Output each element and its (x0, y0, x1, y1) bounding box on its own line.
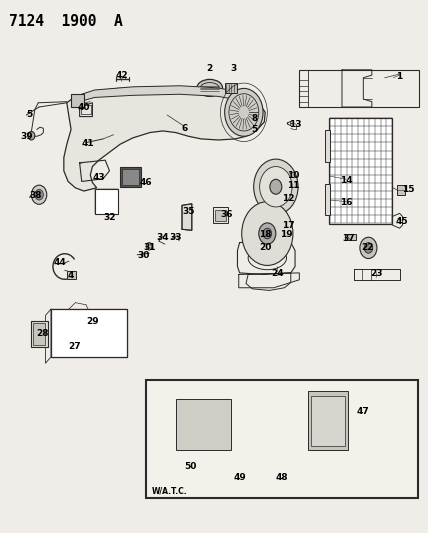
Text: 22: 22 (361, 244, 374, 253)
Text: 44: 44 (54, 259, 67, 267)
Bar (329, 118, 392, 224)
Text: 8: 8 (251, 114, 258, 123)
Text: 10: 10 (287, 171, 299, 180)
Text: 19: 19 (280, 230, 293, 239)
Bar (308, 391, 348, 450)
Bar (186, 437, 192, 446)
Circle shape (263, 228, 272, 239)
Bar (146, 379, 418, 498)
Bar (95, 189, 118, 214)
Text: 6: 6 (181, 124, 187, 133)
Text: 39: 39 (20, 132, 33, 141)
Text: 5: 5 (251, 125, 258, 134)
Text: W/A.T.C.: W/A.T.C. (152, 486, 188, 495)
Text: 14: 14 (340, 176, 353, 185)
Bar (71, 94, 84, 107)
Text: 47: 47 (356, 407, 369, 416)
Bar (325, 183, 330, 215)
Bar (213, 207, 228, 223)
Bar (345, 233, 356, 240)
Text: 1: 1 (396, 71, 403, 80)
Text: 4: 4 (68, 271, 74, 279)
Bar (193, 437, 199, 446)
Circle shape (360, 237, 377, 259)
Bar (179, 410, 215, 434)
Bar (201, 437, 206, 446)
Text: 45: 45 (395, 217, 408, 226)
Text: 37: 37 (342, 234, 355, 243)
Text: 24: 24 (272, 269, 284, 278)
Text: 38: 38 (30, 191, 42, 200)
Bar (311, 395, 345, 446)
Text: 42: 42 (116, 70, 128, 79)
Text: 34: 34 (157, 233, 169, 242)
Bar (397, 184, 405, 195)
Polygon shape (182, 204, 192, 230)
Text: 33: 33 (169, 233, 182, 242)
Bar (325, 131, 330, 163)
Bar (155, 387, 170, 397)
Bar (120, 166, 141, 187)
Text: 41: 41 (82, 139, 95, 148)
Circle shape (31, 185, 47, 204)
Text: 16: 16 (340, 198, 353, 207)
Text: 32: 32 (103, 213, 116, 222)
Circle shape (260, 166, 292, 207)
Text: 2: 2 (207, 64, 213, 73)
Text: 7124  1900  A: 7124 1900 A (9, 14, 123, 29)
Bar (51, 309, 127, 357)
Text: 43: 43 (92, 173, 105, 182)
Text: 27: 27 (68, 342, 80, 351)
Text: 12: 12 (282, 195, 295, 204)
Text: 48: 48 (276, 473, 288, 482)
Text: 29: 29 (86, 317, 99, 326)
Bar (31, 321, 48, 348)
Bar (179, 437, 184, 446)
Text: 13: 13 (289, 119, 301, 128)
Circle shape (242, 201, 293, 265)
Bar (33, 323, 45, 345)
Text: 23: 23 (370, 269, 382, 278)
Bar (225, 83, 238, 93)
Text: 28: 28 (36, 329, 49, 338)
Bar (175, 387, 191, 397)
Text: 18: 18 (259, 230, 271, 239)
Bar (175, 399, 231, 450)
Text: 35: 35 (182, 207, 195, 216)
Circle shape (364, 243, 373, 253)
Polygon shape (299, 70, 419, 107)
Polygon shape (64, 87, 265, 191)
Bar (67, 271, 76, 279)
Bar (196, 387, 211, 397)
Text: 49: 49 (233, 473, 246, 482)
Polygon shape (75, 86, 259, 107)
Text: 50: 50 (184, 462, 197, 471)
Ellipse shape (197, 79, 223, 96)
Circle shape (225, 88, 263, 136)
Bar (122, 168, 139, 184)
Text: 3: 3 (230, 64, 236, 73)
Circle shape (146, 243, 152, 250)
Text: 17: 17 (282, 221, 295, 230)
Text: 46: 46 (140, 178, 152, 187)
Bar (208, 437, 214, 446)
Circle shape (270, 179, 282, 194)
Text: 15: 15 (402, 185, 414, 195)
Text: 40: 40 (77, 102, 90, 111)
Text: 5: 5 (27, 110, 33, 119)
Text: 36: 36 (220, 210, 233, 219)
Circle shape (259, 223, 276, 244)
Text: 31: 31 (144, 244, 156, 253)
Circle shape (35, 189, 43, 200)
Bar (215, 209, 226, 221)
Text: 20: 20 (259, 244, 271, 253)
Circle shape (28, 132, 35, 140)
Circle shape (254, 159, 298, 214)
Text: 30: 30 (137, 252, 150, 260)
Text: 11: 11 (287, 181, 299, 190)
